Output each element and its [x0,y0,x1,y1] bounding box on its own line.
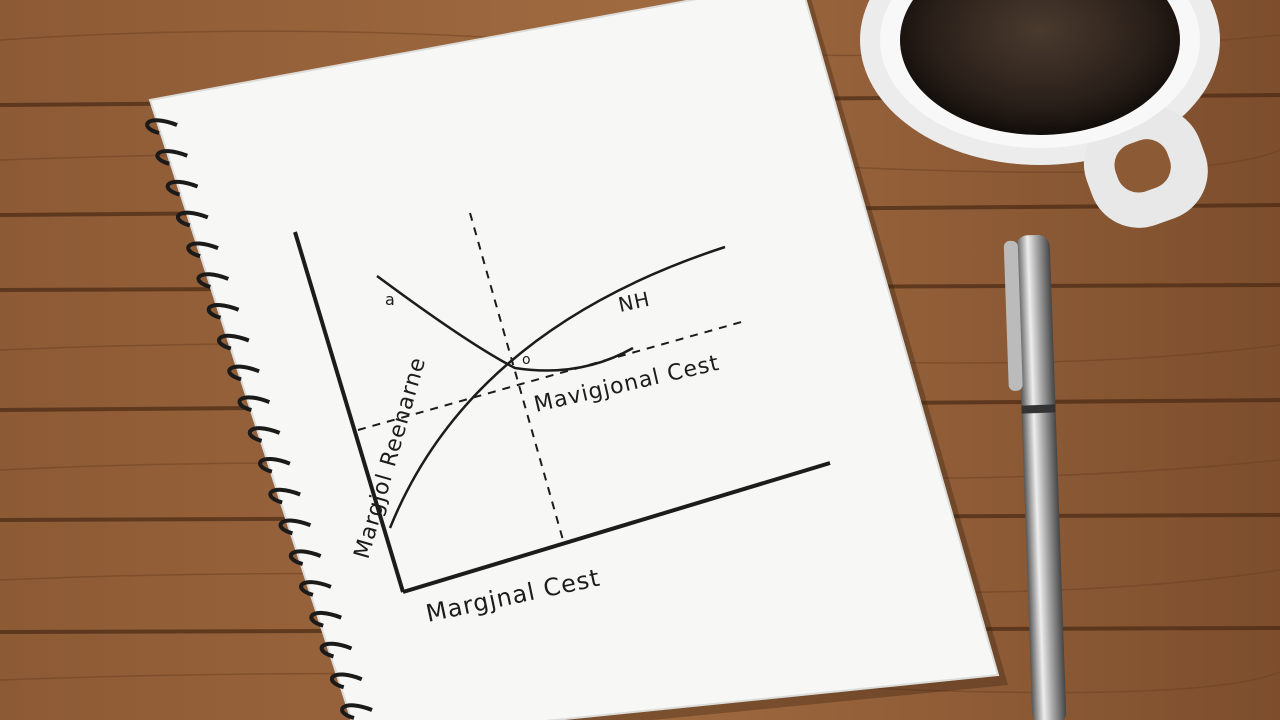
spiral-binding [145,118,373,720]
spiral-ring [299,580,332,597]
spiral-ring [186,241,219,259]
point-mark: o [522,352,532,368]
sketch [293,212,831,594]
x-axis [402,461,831,594]
spiral-ring [278,518,312,536]
spiral-ring [176,210,209,228]
spiral-ring [268,487,301,505]
spiral-ring [155,149,189,166]
spiral-ring [329,672,363,690]
pen [1003,234,1067,720]
spiral-ring [247,426,281,443]
spiral-ring [309,611,342,628]
spiral-ring [217,333,250,351]
corner-mark: a [385,290,396,309]
curve-rising [388,245,726,529]
y-axis [293,231,405,593]
curve-falling [376,274,634,372]
spiral-ring [288,549,322,566]
spiral-ring [145,118,178,135]
spiral-ring [319,641,353,659]
dashed-horizontal [357,320,746,431]
spiral-ring [196,272,230,289]
notebook [148,0,1000,720]
spiral-ring [237,395,271,413]
spiral-ring [165,179,199,197]
spiral-ring [340,703,373,720]
spiral-ring [258,457,291,474]
coffee-cup [860,0,1220,228]
spiral-ring [227,364,260,382]
spiral-ring [206,303,240,320]
dashed-vertical [469,212,564,541]
